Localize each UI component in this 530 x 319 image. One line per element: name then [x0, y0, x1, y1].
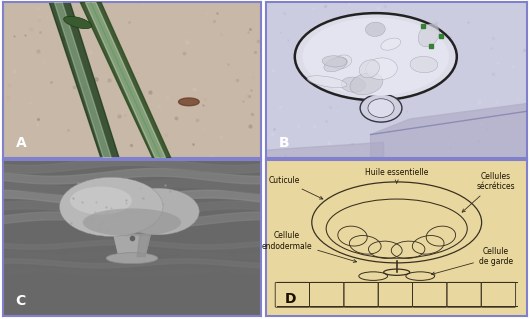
- Ellipse shape: [381, 38, 401, 50]
- Ellipse shape: [359, 60, 379, 78]
- Bar: [266, 36, 527, 47]
- Bar: [266, 58, 527, 69]
- Bar: [3, 150, 261, 158]
- Ellipse shape: [83, 208, 181, 236]
- Text: Cellules
sécrétices: Cellules sécrétices: [462, 172, 515, 212]
- Ellipse shape: [64, 16, 92, 29]
- Bar: [3, 60, 261, 68]
- Ellipse shape: [70, 187, 132, 215]
- Bar: [3, 93, 261, 100]
- Bar: [3, 109, 261, 117]
- Bar: [266, 102, 527, 114]
- Ellipse shape: [303, 18, 449, 96]
- Bar: [266, 3, 527, 13]
- Bar: [266, 147, 527, 158]
- Text: C: C: [15, 294, 26, 308]
- Ellipse shape: [324, 57, 347, 72]
- Polygon shape: [266, 142, 384, 158]
- Bar: [266, 14, 527, 25]
- Bar: [266, 114, 527, 124]
- Bar: [3, 35, 261, 43]
- Ellipse shape: [368, 99, 394, 117]
- Polygon shape: [49, 2, 119, 158]
- Ellipse shape: [410, 56, 438, 73]
- Bar: [3, 44, 261, 51]
- Bar: [3, 76, 261, 84]
- Ellipse shape: [341, 77, 365, 92]
- Polygon shape: [85, 2, 165, 158]
- Text: A: A: [15, 136, 26, 150]
- Bar: [3, 126, 261, 133]
- Polygon shape: [114, 235, 150, 257]
- Bar: [3, 19, 261, 27]
- Bar: [266, 136, 527, 147]
- Text: Cellule
endodermale: Cellule endodermale: [262, 231, 357, 263]
- Bar: [266, 69, 527, 80]
- Text: Cuticule: Cuticule: [269, 176, 323, 199]
- Ellipse shape: [360, 94, 402, 122]
- Bar: [3, 142, 261, 150]
- Bar: [3, 0, 261, 2]
- Polygon shape: [55, 2, 111, 158]
- Polygon shape: [80, 2, 171, 158]
- Bar: [3, 27, 261, 35]
- Bar: [3, 134, 261, 142]
- Bar: [266, 92, 527, 102]
- Text: D: D: [285, 292, 296, 306]
- Ellipse shape: [366, 58, 398, 79]
- Bar: [266, 80, 527, 91]
- Text: B: B: [279, 136, 290, 150]
- Text: Cellule
de garde: Cellule de garde: [431, 247, 513, 275]
- Bar: [266, 25, 527, 36]
- Bar: [3, 101, 261, 109]
- Ellipse shape: [307, 76, 347, 88]
- Bar: [3, 117, 261, 125]
- Bar: [3, 11, 261, 19]
- Ellipse shape: [322, 56, 347, 67]
- Ellipse shape: [117, 188, 199, 235]
- Bar: [266, 47, 527, 58]
- Polygon shape: [370, 103, 527, 158]
- Polygon shape: [179, 98, 199, 106]
- Polygon shape: [137, 235, 150, 257]
- Bar: [3, 3, 261, 11]
- Bar: [3, 52, 261, 60]
- Ellipse shape: [295, 13, 457, 100]
- Bar: [3, 68, 261, 76]
- Ellipse shape: [350, 73, 383, 95]
- Ellipse shape: [366, 22, 385, 36]
- Ellipse shape: [59, 177, 163, 236]
- Ellipse shape: [418, 24, 439, 47]
- Ellipse shape: [332, 55, 351, 69]
- Ellipse shape: [106, 253, 158, 264]
- Bar: [266, 0, 527, 2]
- Text: Huile essentielle: Huile essentielle: [365, 168, 428, 183]
- Bar: [3, 85, 261, 93]
- Bar: [266, 125, 527, 136]
